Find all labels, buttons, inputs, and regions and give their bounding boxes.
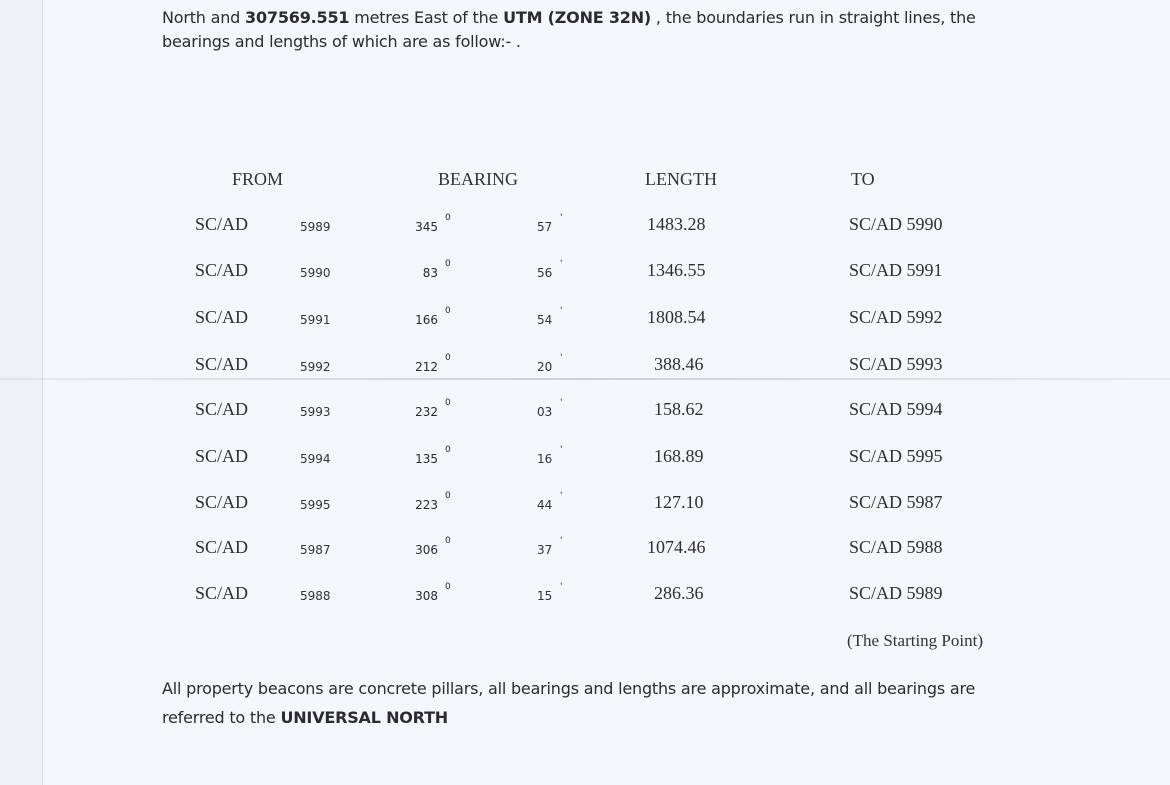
- table-row: SC/AD 5988 308 0 15 ' 286.36 SC/AD 5989: [0, 582, 1170, 607]
- length-value: 1483.28: [647, 214, 706, 234]
- minute-symbol: ': [560, 536, 563, 546]
- table-row: SC/AD 5993 232 0 03 ' 158.62 SC/AD 5994: [0, 398, 1170, 423]
- from-prefix: SC/AD: [195, 307, 249, 327]
- length-value: 1074.46: [647, 537, 706, 557]
- bearing-minutes: 37: [537, 543, 553, 557]
- length-value: 158.62: [654, 399, 704, 419]
- bearing-minutes: 03: [537, 405, 553, 419]
- from-beacon: 5987: [300, 543, 331, 557]
- closing-line-2: referred to the UNIVERSAL NORTH: [162, 708, 448, 727]
- paper-fold: [0, 378, 1170, 380]
- bearing-degrees: 166: [415, 313, 438, 327]
- to-beacon: SC/AD 5993: [849, 354, 943, 374]
- length-value: 388.46: [654, 354, 704, 374]
- to-beacon: SC/AD 5994: [849, 399, 943, 419]
- starting-point-note: (The Starting Point): [847, 631, 983, 650]
- bearing-degrees: 306: [415, 543, 438, 557]
- length-value: 1808.54: [647, 307, 706, 327]
- minute-symbol: ': [560, 213, 563, 223]
- bearing-minutes: 20: [537, 360, 553, 374]
- table-row: SC/AD 5995 223 0 44 ' 127.10 SC/AD 5987: [0, 491, 1170, 516]
- from-beacon: 5989: [300, 220, 331, 234]
- minute-symbol: ': [560, 259, 563, 269]
- to-beacon: SC/AD 5990: [849, 214, 943, 234]
- from-beacon: 5995: [300, 498, 331, 512]
- minute-symbol: ': [560, 582, 563, 592]
- bearing-degrees: 308: [415, 589, 438, 603]
- bearing-degrees: 135: [415, 452, 438, 466]
- from-beacon: 5988: [300, 589, 331, 603]
- degree-symbol: 0: [445, 213, 451, 223]
- to-beacon: SC/AD 5992: [849, 307, 943, 327]
- minute-symbol: ': [560, 445, 563, 455]
- degree-symbol: 0: [445, 536, 451, 546]
- minute-symbol: ': [560, 491, 563, 501]
- length-value: 168.89: [654, 446, 704, 466]
- from-beacon: 5993: [300, 405, 331, 419]
- bearing-degrees: 83: [422, 266, 438, 280]
- bearing-minutes: 15: [537, 589, 553, 603]
- degree-symbol: 0: [445, 445, 451, 455]
- minute-symbol: ': [560, 353, 563, 363]
- table-row: SC/AD 5991 166 0 54 ' 1808.54 SC/AD 5992: [0, 306, 1170, 331]
- from-beacon: 5990: [300, 266, 331, 280]
- from-prefix: SC/AD: [195, 537, 249, 557]
- degree-symbol: 0: [445, 582, 451, 592]
- table-row: SC/AD 5994 135 0 16 ' 168.89 SC/AD 5995: [0, 445, 1170, 470]
- from-prefix: SC/AD: [195, 214, 249, 234]
- length-value: 127.10: [654, 492, 704, 512]
- bearing-minutes: 56: [537, 266, 553, 280]
- table-row: SC/AD 5987 306 0 37 ' 1074.46 SC/AD 5988: [0, 536, 1170, 561]
- to-beacon: SC/AD 5991: [849, 260, 943, 280]
- from-prefix: SC/AD: [195, 354, 249, 374]
- table-row: SC/AD 5989 345 0 57 ' 1483.28 SC/AD 5990: [0, 213, 1170, 238]
- from-prefix: SC/AD: [195, 446, 249, 466]
- bearing-degrees: 212: [415, 360, 438, 374]
- from-prefix: SC/AD: [195, 260, 249, 280]
- intro-line-1: North and 307569.551 metres East of the …: [162, 8, 976, 27]
- intro-line-2: bearings and lengths of which are as fol…: [162, 32, 521, 51]
- table-row: SC/AD 5990 83 0 56 ' 1346.55 SC/AD 5991: [0, 259, 1170, 284]
- from-prefix: SC/AD: [195, 583, 249, 603]
- length-value: 1346.55: [647, 260, 706, 280]
- table-row: SC/AD 5992 212 0 20 ' 388.46 SC/AD 5993: [0, 353, 1170, 378]
- bearing-minutes: 44: [537, 498, 553, 512]
- bearing-degrees: 345: [415, 220, 438, 234]
- closing-line-1: All property beacons are concrete pillar…: [162, 679, 976, 698]
- from-prefix: SC/AD: [195, 492, 249, 512]
- header-to: TO: [851, 169, 875, 189]
- from-beacon: 5992: [300, 360, 331, 374]
- header-length: LENGTH: [645, 169, 717, 189]
- degree-symbol: 0: [445, 398, 451, 408]
- degree-symbol: 0: [445, 491, 451, 501]
- header-from: FROM: [232, 169, 284, 189]
- degree-symbol: 0: [445, 259, 451, 269]
- minute-symbol: ': [560, 398, 563, 408]
- bearing-minutes: 54: [537, 313, 553, 327]
- bearing-minutes: 16: [537, 452, 553, 466]
- length-value: 286.36: [654, 583, 704, 603]
- from-prefix: SC/AD: [195, 399, 249, 419]
- to-beacon: SC/AD 5988: [849, 537, 943, 557]
- minute-symbol: ': [560, 306, 563, 316]
- header-bearing: BEARING: [438, 169, 518, 189]
- from-beacon: 5991: [300, 313, 331, 327]
- to-beacon: SC/AD 5989: [849, 583, 943, 603]
- degree-symbol: 0: [445, 353, 451, 363]
- from-beacon: 5994: [300, 452, 331, 466]
- to-beacon: SC/AD 5987: [849, 492, 943, 512]
- bearing-minutes: 57: [537, 220, 553, 234]
- page-edge: [0, 0, 43, 785]
- bearing-degrees: 223: [415, 498, 438, 512]
- to-beacon: SC/AD 5995: [849, 446, 943, 466]
- bearing-degrees: 232: [415, 405, 438, 419]
- degree-symbol: 0: [445, 306, 451, 316]
